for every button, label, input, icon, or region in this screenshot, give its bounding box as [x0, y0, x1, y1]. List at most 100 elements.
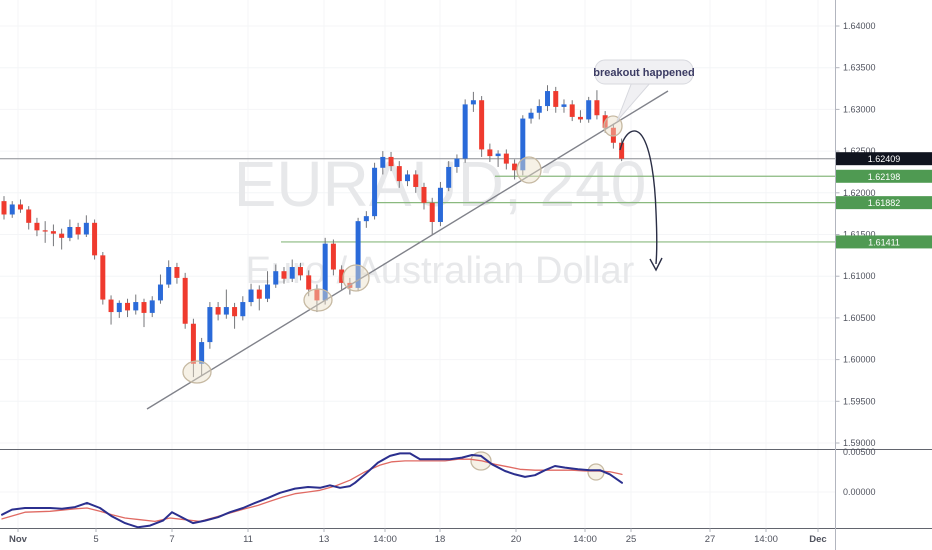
level-price-badge	[836, 169, 932, 183]
candle-down	[569, 104, 575, 117]
candle-down	[108, 299, 114, 313]
arrow-drawing[interactable]	[619, 130, 663, 272]
current-price-badge-text: 1.62409	[868, 154, 901, 164]
candle-down	[59, 233, 65, 238]
candle-up	[536, 106, 542, 113]
time-tick-label: 7	[169, 534, 174, 545]
candle-down	[215, 307, 221, 315]
candle-down	[479, 100, 485, 150]
candle-down	[141, 302, 147, 313]
candle-down	[281, 271, 287, 279]
candle-down	[314, 289, 320, 301]
watermark-description: Euro / Australian Dollar	[246, 250, 635, 292]
candle-down	[174, 267, 180, 278]
callout-box	[594, 59, 694, 85]
price-tick-label: 1.62000	[843, 188, 876, 198]
candle-down	[421, 186, 427, 203]
time-tick-label: 14:00	[754, 534, 778, 545]
level-price-badge-text: 1.61411	[868, 237, 900, 247]
time-tick-label: 18	[435, 534, 446, 545]
callout-tail	[616, 81, 653, 122]
candle-up	[265, 284, 271, 299]
candle-up	[83, 222, 89, 235]
candle-down	[330, 243, 336, 270]
candle-down	[619, 142, 625, 159]
price-tick-label: 1.60000	[843, 355, 876, 365]
price-tick-label: 1.59000	[843, 438, 876, 448]
price-tick-label: 1.61500	[843, 230, 876, 240]
time-tick-label: 27	[705, 534, 716, 545]
time-tick-label: 5	[93, 534, 98, 545]
candle-down	[34, 222, 40, 231]
price-tick-label: 1.63500	[843, 63, 876, 73]
price-axis[interactable]: 1.64000 1.63500 1.63000 1.62500 1.62000 1.615…	[835, 21, 932, 497]
candle-down	[256, 289, 262, 299]
candle-up	[372, 167, 378, 217]
candle-down	[75, 226, 81, 235]
candle-up	[446, 166, 452, 188]
indicator-pane[interactable]	[1, 452, 623, 529]
candle-down	[512, 163, 518, 171]
candle-up	[528, 112, 534, 119]
time-tick-label: 25	[626, 534, 637, 545]
highlight-circle[interactable]	[182, 360, 212, 384]
candle-down	[50, 231, 56, 234]
candle-up	[207, 307, 213, 343]
callout-label: breakout happened	[593, 67, 694, 79]
candle-down	[232, 307, 238, 317]
candle-down	[610, 127, 616, 143]
level-price-badge	[836, 196, 932, 210]
highlight-circle[interactable]	[587, 463, 605, 481]
indicator-tick-label: 0.00500	[843, 447, 876, 457]
price-tick-label: 1.60500	[843, 313, 876, 323]
candle-up	[223, 307, 229, 315]
candle-up	[561, 104, 567, 107]
price-tick-label: 1.63000	[843, 104, 876, 114]
candle-up	[470, 100, 476, 105]
trendline[interactable]	[146, 90, 669, 410]
candle-down	[553, 91, 559, 107]
candle-down	[92, 222, 98, 256]
candle-down	[42, 230, 48, 232]
highlight-circle[interactable]	[342, 264, 370, 292]
candle-up	[322, 243, 328, 301]
candle-up	[586, 100, 592, 120]
ellipse-annotations[interactable]	[182, 115, 623, 481]
horizontal-price-levels[interactable]	[281, 175, 836, 243]
candle-down	[125, 302, 131, 311]
level-price-badge-text: 1.61882	[868, 198, 901, 208]
candle-up	[380, 156, 386, 168]
highlight-circle[interactable]	[516, 156, 542, 184]
breakout-callout[interactable]: breakout happened	[593, 59, 695, 122]
candle-up	[454, 158, 460, 167]
candle-down	[297, 267, 303, 276]
level-price-badge-text: 1.62198	[868, 172, 901, 182]
candle-up	[248, 289, 254, 303]
time-tick-label: 11	[243, 534, 253, 545]
candle-down	[17, 204, 23, 210]
time-axis[interactable]: Nov 5 7 11 13 14:00 18 20 14:00 25 27 14:00 Dec	[9, 528, 827, 546]
candle-up	[240, 302, 246, 317]
price-tick-label: 1.64000	[843, 21, 876, 31]
candle-down	[100, 255, 106, 300]
highlight-circle[interactable]	[303, 288, 333, 312]
down-arrow-curve[interactable]	[619, 130, 658, 265]
indicator-tick-label: 0.00000	[843, 487, 876, 497]
candle-down	[503, 153, 509, 164]
indicator-signal-line	[1, 458, 623, 523]
candle-up	[405, 174, 411, 182]
candle-up	[67, 226, 73, 238]
time-tick-label: 14:00	[373, 534, 397, 545]
candlestick-series	[1, 85, 625, 378]
candle-up	[355, 221, 361, 288]
candle-down	[577, 116, 583, 120]
current-price-badge	[836, 152, 932, 166]
candle-up	[157, 284, 163, 301]
trendline-drawing[interactable]	[146, 90, 669, 410]
candle-up	[437, 187, 443, 222]
level-price-badge	[836, 235, 932, 249]
candle-up	[149, 300, 155, 313]
candle-up	[495, 153, 501, 157]
